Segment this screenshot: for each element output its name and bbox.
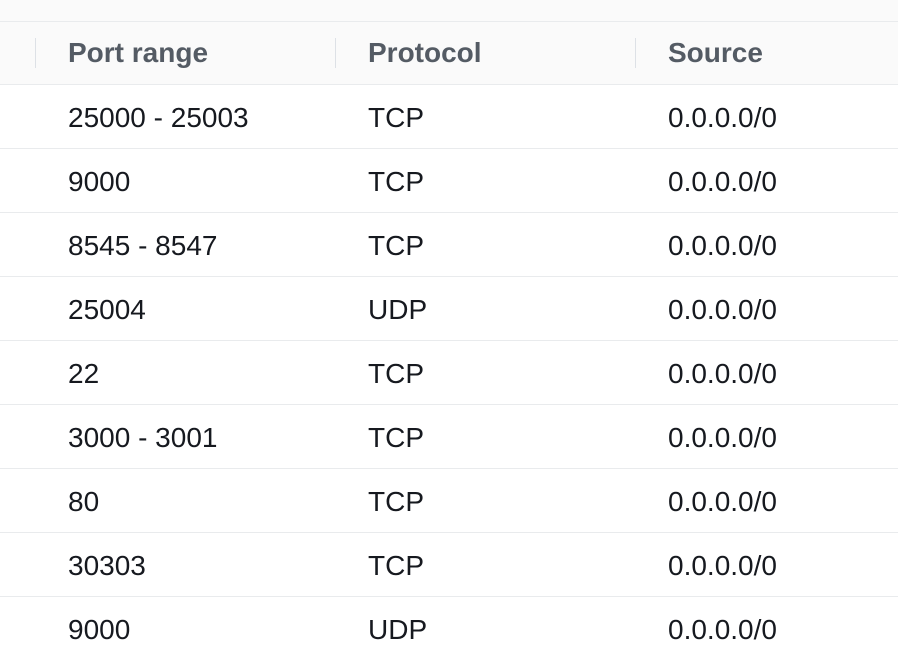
protocol-cell: UDP	[368, 294, 428, 325]
source-cell: 0.0.0.0/0	[668, 166, 777, 197]
column-resize-handle[interactable]	[635, 38, 636, 68]
port-range-cell: 30303	[68, 550, 146, 581]
protocol-cell: TCP	[368, 422, 424, 453]
port-range-cell: 8545 - 8547	[68, 230, 218, 261]
column-header-source[interactable]: Source	[668, 37, 763, 68]
table-row: 3000 - 3001 TCP 0.0.0.0/0	[0, 405, 898, 469]
port-range-cell: 22	[68, 358, 100, 389]
column-header-port-range[interactable]: Port range	[68, 37, 209, 68]
port-range-cell: 25000 - 25003	[68, 102, 249, 133]
table-row: 25000 - 25003 TCP 0.0.0.0/0	[0, 85, 898, 149]
source-cell: 0.0.0.0/0	[668, 486, 777, 517]
protocol-cell: TCP	[368, 102, 424, 133]
protocol-cell: TCP	[368, 358, 424, 389]
column-header-protocol[interactable]: Protocol	[368, 37, 482, 68]
source-cell: 0.0.0.0/0	[668, 358, 777, 389]
source-cell: 0.0.0.0/0	[668, 102, 777, 133]
protocol-cell: UDP	[368, 614, 428, 645]
table-row: 30303 TCP 0.0.0.0/0	[0, 533, 898, 597]
port-range-cell: 9000	[68, 166, 131, 197]
table-body: 25000 - 25003 TCP 0.0.0.0/0 9000 TCP 0.0…	[0, 85, 898, 658]
column-resize-handle[interactable]	[35, 38, 36, 68]
protocol-cell: TCP	[368, 166, 424, 197]
column-resize-handle[interactable]	[335, 38, 336, 68]
table-row: 9000 UDP 0.0.0.0/0	[0, 597, 898, 658]
source-cell: 0.0.0.0/0	[668, 614, 777, 645]
table-top-strip	[0, 0, 898, 22]
table-header: Port range Protocol Source	[0, 22, 898, 85]
protocol-cell: TCP	[368, 550, 424, 581]
protocol-cell: TCP	[368, 486, 424, 517]
protocol-cell: TCP	[368, 230, 424, 261]
table-row: 9000 TCP 0.0.0.0/0	[0, 149, 898, 213]
port-range-cell: 3000 - 3001	[68, 422, 218, 453]
port-range-cell: 9000	[68, 614, 131, 645]
source-cell: 0.0.0.0/0	[668, 294, 777, 325]
table-row: 22 TCP 0.0.0.0/0	[0, 341, 898, 405]
source-cell: 0.0.0.0/0	[668, 422, 777, 453]
table-row: 80 TCP 0.0.0.0/0	[0, 469, 898, 533]
port-range-cell: 25004	[68, 294, 146, 325]
source-cell: 0.0.0.0/0	[668, 550, 777, 581]
port-range-cell: 80	[68, 486, 100, 517]
source-cell: 0.0.0.0/0	[668, 230, 777, 261]
table-row: 8545 - 8547 TCP 0.0.0.0/0	[0, 213, 898, 277]
table-row: 25004 UDP 0.0.0.0/0	[0, 277, 898, 341]
